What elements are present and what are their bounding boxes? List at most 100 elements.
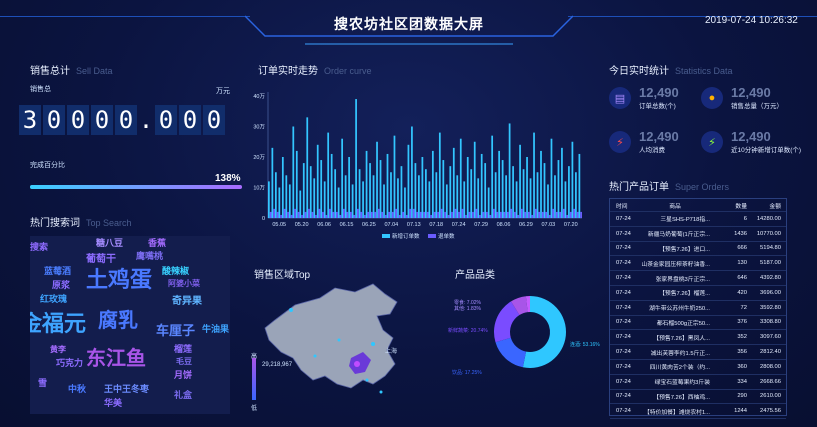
table-row[interactable]: 07-24 四川黄肉苦2个装（约... 360 2808.00: [610, 360, 786, 375]
search-word[interactable]: 奇异果: [172, 296, 202, 307]
search-word[interactable]: 华美: [104, 398, 123, 408]
x-tick-label: 08.06: [497, 222, 511, 228]
table-row[interactable]: 07-24 山茶金家园压榨茶籽油香... 130 5187.00: [610, 256, 786, 272]
search-word[interactable]: 雪: [38, 378, 48, 388]
table-cell: 1436: [734, 230, 747, 237]
donut-label: 零食: 7.02%: [454, 299, 482, 306]
hot-orders-table: 时间 商品 数量 金额 07-24 三星SHS-P718指... 6 14280.00 07-2…: [609, 198, 787, 420]
bar: [520, 208, 523, 218]
bar: [365, 150, 368, 218]
table-cell: 绿宝石蓝莓果约3斤装: [654, 380, 710, 387]
bar: [489, 214, 492, 218]
bar: [280, 214, 282, 218]
completion-label: 完成百分比: [30, 162, 65, 169]
bar: [306, 117, 309, 218]
search-word[interactable]: 黄李: [50, 345, 66, 354]
table-row[interactable]: 07-24 【预售7.26】黑凤人... 352 3097.60: [610, 330, 786, 346]
stat-label: 人均消费: [639, 147, 665, 154]
table-row[interactable]: 07-24 三星SHS-P718指... 6 14280.00: [610, 212, 786, 227]
bar: [437, 211, 439, 218]
table-row[interactable]: 07-24 湖牛带公苏州牛奶250... 72 3592.80: [610, 301, 786, 316]
sales-unit: 万元: [216, 88, 230, 95]
search-word[interactable]: 牛油果: [202, 324, 230, 334]
search-word[interactable]: 酸辣椒: [162, 266, 190, 276]
china-map: [264, 283, 398, 394]
bar: [376, 141, 378, 218]
search-word[interactable]: 毛豆: [176, 357, 192, 366]
bar: [510, 208, 513, 218]
search-word[interactable]: 搜索: [30, 242, 49, 252]
table-row[interactable]: 07-24 新疆马奶葡萄(1斤正宗... 1436 10770.00: [610, 227, 786, 242]
map-legend-low: 低: [251, 406, 258, 412]
search-word[interactable]: 榴莲: [174, 344, 193, 354]
search-word[interactable]: 巧克力: [56, 358, 84, 368]
table-row[interactable]: 07-24 【预售7.26】榴莲... 420 3696.00: [610, 286, 786, 301]
sales-digit: 0: [91, 105, 113, 135]
search-word[interactable]: 中秋: [68, 384, 87, 394]
word-cloud: 搜索 糖八豆葡萄干 鹰嘴桃 香蕉蓝莓酒 土鸡蛋 酸辣椒原浆 阿婆小菜红玫瑰 奇异果金福元 腐乳车…: [30, 236, 230, 414]
legend-swatch: [428, 234, 436, 238]
bar: [576, 211, 579, 218]
bar: [569, 211, 572, 218]
bar: [508, 123, 511, 218]
search-word[interactable]: 腐乳: [98, 310, 138, 332]
bar: [541, 211, 544, 218]
order-chart: 0 10万 20万 30万 40万 05.05 05.20 06.06 06.15 06.25 07…: [253, 92, 582, 240]
table-row[interactable]: 07-24 张家界盘桃3斤正宗... 646 4392.80: [610, 271, 786, 286]
search-word[interactable]: 东江鱼: [86, 348, 146, 370]
search-word[interactable]: 糖八豆: [96, 238, 124, 248]
search-word[interactable]: 阿婆小菜: [168, 279, 200, 288]
search-word[interactable]: 鹰嘴桃: [136, 251, 164, 261]
table-row[interactable]: 07-24 减出芙蓉李约1.5斤正... 356 2812.40: [610, 345, 786, 360]
search-word[interactable]: 红玫瑰: [40, 294, 68, 304]
bar: [271, 147, 274, 218]
bar: [554, 175, 556, 218]
bar: [374, 211, 377, 218]
bulb-icon: ●: [701, 87, 723, 109]
y-tick-label: 10万: [253, 185, 265, 192]
table-cell: 376: [737, 319, 747, 326]
bar: [412, 208, 415, 218]
search-word[interactable]: 原浆: [52, 280, 71, 290]
orders-title: 订单实时走势 Order curve: [258, 66, 372, 77]
bar: [568, 166, 570, 218]
bar: [458, 211, 460, 218]
table-cell: 07-24: [616, 349, 631, 356]
search-word[interactable]: 香蕉: [148, 238, 167, 248]
search-word[interactable]: 王中王冬枣: [104, 384, 150, 394]
table-row[interactable]: 07-24 【预售7.26】西柚鸡... 290 2610.00: [610, 390, 786, 405]
page-title: 搜农坊社区团数据大屏: [334, 16, 484, 32]
table-cell: 5187.00: [760, 260, 781, 267]
table-row[interactable]: 07-24 都石榴500g正宗50... 376 3308.80: [610, 316, 786, 331]
bar: [555, 211, 558, 218]
table-cell: 山茶金家园压榨茶籽油香...: [641, 261, 710, 268]
bar: [323, 181, 326, 218]
bar: [501, 160, 504, 218]
table-cell: 07-24: [616, 408, 631, 415]
table-cell: 420: [737, 289, 747, 296]
bar: [442, 160, 445, 218]
header-frame: [245, 15, 573, 45]
bar: [327, 132, 330, 218]
table-row[interactable]: 07-24 绿宝石蓝莓果约3斤装 334 2668.66: [610, 375, 786, 390]
table-row[interactable]: 07-24 【特价加餐】滩烧农村1... 1244 2475.56: [610, 404, 786, 420]
bar: [290, 214, 293, 218]
search-word[interactable]: 车厘子: [156, 323, 196, 338]
bar: [428, 181, 431, 218]
bar: [377, 208, 380, 218]
bar: [329, 208, 331, 218]
search-word[interactable]: 土鸡蛋: [86, 267, 153, 292]
bar: [451, 211, 453, 218]
search-word[interactable]: 月饼: [174, 370, 193, 380]
bar: [575, 172, 577, 218]
search-word[interactable]: 礼盒: [174, 390, 193, 400]
table-cell: 07-24: [616, 363, 631, 370]
search-title: 热门搜索词 Top Search: [30, 218, 132, 229]
search-word[interactable]: 金福元: [30, 311, 87, 336]
search-word[interactable]: 蓝莓酒: [44, 266, 72, 276]
table-cell: 张家界盘桃3斤正宗...: [655, 276, 710, 283]
search-word[interactable]: 葡萄干: [86, 254, 116, 265]
bar: [315, 214, 317, 218]
table-row[interactable]: 07-24 【预售7.26】进口... 666 5194.80: [610, 242, 786, 257]
bar: [308, 208, 310, 218]
